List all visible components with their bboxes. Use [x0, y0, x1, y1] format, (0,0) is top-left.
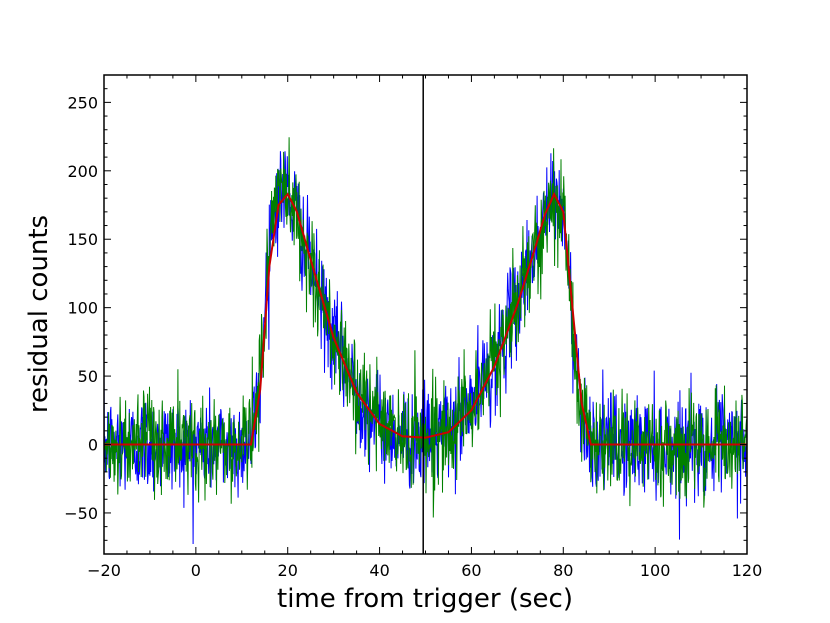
x-tick-labels: −20 0 20 40 60 80 100 120 — [87, 561, 762, 580]
axis-ticks — [103, 75, 748, 554]
y-tick-label: 100 — [67, 299, 98, 318]
x-tick-label: 80 — [553, 561, 573, 580]
x-tick-label: 20 — [278, 561, 298, 580]
y-tick-labels: −50 0 50 100 150 200 250 — [64, 93, 98, 523]
series-red-fit — [104, 191, 747, 446]
y-axis-title: residual counts — [24, 215, 54, 413]
x-axis-title: time from trigger (sec) — [277, 584, 573, 614]
x-tick-label: 40 — [369, 561, 389, 580]
y-tick-label: 0 — [88, 436, 98, 455]
y-tick-label: 250 — [67, 93, 98, 112]
model-fit-layer — [104, 191, 747, 446]
y-tick-label: −50 — [64, 504, 98, 523]
data-series-layer — [104, 137, 747, 545]
x-tick-label: 100 — [640, 561, 671, 580]
x-tick-label: 120 — [732, 561, 763, 580]
x-tick-label: 0 — [191, 561, 201, 580]
y-tick-label: 200 — [67, 162, 98, 181]
y-tick-label: 50 — [78, 367, 98, 386]
x-tick-label: −20 — [87, 561, 121, 580]
y-tick-label: 150 — [67, 230, 98, 249]
series-green — [104, 137, 747, 518]
x-tick-label: 60 — [461, 561, 481, 580]
